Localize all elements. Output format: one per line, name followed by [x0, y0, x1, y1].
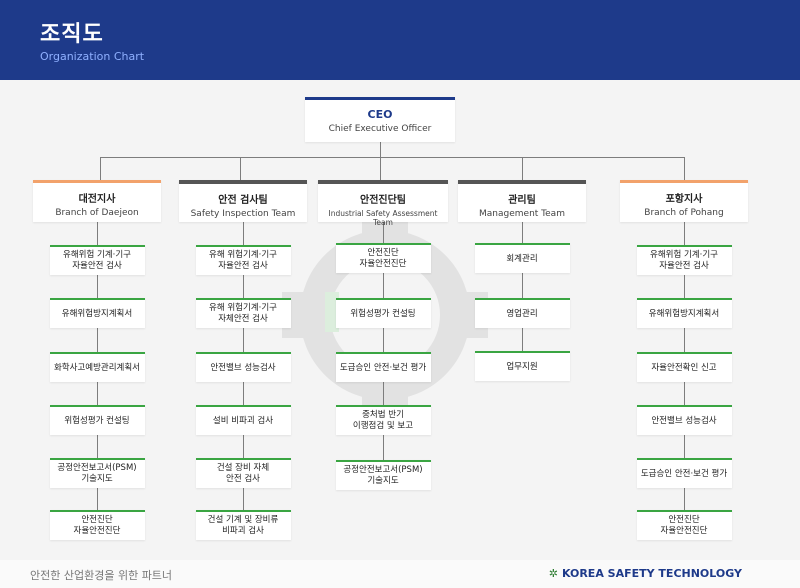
- function-box: 업무지원: [474, 351, 570, 381]
- department-box: 대전지사 Branch of Daejeon: [33, 180, 161, 222]
- function-label: 업무지원: [506, 361, 538, 372]
- department-english-name: Management Team: [479, 209, 565, 219]
- function-label: 안전밸브 성능검사: [651, 415, 717, 426]
- department-box: 안전진단팀 Industrial Safety Assessment Team: [318, 180, 448, 227]
- function-box: 위험성평가 컨설팅: [49, 405, 145, 435]
- function-box: 건설 기계 및 장비류 비파괴 검사: [195, 510, 291, 540]
- function-label: 안전진단: [81, 515, 113, 525]
- function-label: 화학사고예방관리계획서: [53, 362, 141, 373]
- function-label: 도급승인 안전·보건 평가: [339, 362, 427, 373]
- function-label: 기술지도: [367, 476, 399, 486]
- function-box: 도급승인 안전·보건 평가: [335, 352, 431, 382]
- function-box: 공정안전보고서(PSM) 기술지도: [49, 458, 145, 488]
- function-label: 자율안전진단: [73, 526, 121, 536]
- connector-branch-5: [684, 157, 685, 180]
- footer-brand-text: KOREA SAFETY TECHNOLOGY: [561, 567, 742, 580]
- function-label: 위험성평가 컨설팅: [64, 415, 130, 426]
- department-english-name: Industrial Safety Assessment Team: [328, 209, 438, 227]
- function-label: 유해위험방지계획서: [648, 308, 720, 319]
- function-label: 공정안전보고서(PSM): [57, 463, 137, 473]
- function-box: 유해위험 기계·기구 자율안전 검사: [636, 245, 732, 275]
- function-box: 안전밸브 성능검사: [195, 352, 291, 382]
- connector-horizontal: [100, 157, 684, 158]
- function-box: 위험성평가 컨설팅: [335, 298, 431, 328]
- department-name: 포항지사: [665, 194, 703, 205]
- function-label: 안전 검사: [226, 474, 260, 484]
- department-english-name: Branch of Pohang: [644, 208, 724, 218]
- function-label: 자체안전 검사: [218, 314, 268, 324]
- function-box: 자율안전확인 신고: [636, 352, 732, 382]
- ceo-subtitle: Chief Executive Officer: [328, 124, 432, 134]
- department-english-name: Safety Inspection Team: [190, 209, 296, 219]
- footer-tagline: 안전한 산업환경을 위한 파트너: [30, 569, 173, 582]
- function-box: 도급승인 안전·보건 평가: [636, 458, 732, 488]
- function-label: 유해 위험기계·기구: [209, 303, 277, 313]
- function-label: 자율안전진단: [660, 526, 708, 536]
- function-label: 안전진단: [668, 515, 700, 525]
- function-box: 유해위험방지계획서: [49, 298, 145, 328]
- page-header: 조직도 Organization Chart: [0, 0, 800, 80]
- department-name: 안전진단팀: [360, 195, 406, 206]
- connector-branch-4: [522, 157, 523, 180]
- function-label: 도급승인 안전·보건 평가: [640, 468, 728, 479]
- function-label: 자율안전확인 신고: [651, 362, 717, 373]
- department-box: 포항지사 Branch of Pohang: [620, 180, 748, 222]
- department-name: 관리팀: [508, 195, 536, 206]
- footer-brand: ✲ KOREA SAFETY TECHNOLOGY: [549, 567, 742, 580]
- connector-branch-2: [240, 157, 241, 180]
- function-label: 건설 기계 및 장비류: [207, 515, 279, 525]
- function-box: 유해 위험기계·기구 자체안전 검사: [195, 298, 291, 328]
- function-box: 화학사고예방관리계획서: [49, 352, 145, 382]
- function-label: 영업관리: [506, 308, 538, 319]
- function-label: 유해위험 기계·기구: [63, 250, 131, 260]
- function-box: 안전진단 자율안전진단: [49, 510, 145, 540]
- function-label: 유해 위험기계·기구: [209, 250, 277, 260]
- page-title: 조직도: [40, 22, 104, 47]
- function-label: 회계관리: [506, 253, 538, 264]
- function-label: 안전진단: [367, 248, 399, 258]
- connector-branch-3: [380, 157, 381, 180]
- function-label: 자율안전 검사: [72, 261, 122, 271]
- connector-ceo-down: [380, 142, 381, 157]
- function-label: 중처법 반기: [362, 410, 404, 420]
- function-label: 공정안전보고서(PSM): [343, 465, 423, 475]
- function-label: 자율안전 검사: [218, 261, 268, 271]
- ceo-title: CEO: [367, 108, 393, 121]
- function-label: 자율안전 검사: [659, 261, 709, 271]
- function-box: 영업관리: [474, 298, 570, 328]
- department-box: 관리팀 Management Team: [458, 180, 586, 222]
- function-label: 안전밸브 성능검사: [210, 362, 276, 373]
- function-box: 안전진단 자율안전진단: [335, 243, 431, 273]
- function-box: 설비 비파괴 검사: [195, 405, 291, 435]
- function-label: 설비 비파괴 검사: [212, 415, 274, 426]
- function-box: 건설 장비 자체 안전 검사: [195, 458, 291, 488]
- page-subtitle: Organization Chart: [40, 50, 145, 63]
- department-name: 대전지사: [78, 194, 116, 205]
- department-english-name: Branch of Daejeon: [55, 208, 139, 218]
- function-label: 유해위험방지계획서: [61, 308, 133, 319]
- function-label: 이행점검 및 보고: [352, 421, 414, 431]
- connector-branch-1: [100, 157, 101, 180]
- function-label: 유해위험 기계·기구: [650, 250, 718, 260]
- connector-vertical: [383, 222, 384, 460]
- department-box: 안전 검사팀 Safety Inspection Team: [179, 180, 307, 222]
- function-box: 안전진단 자율안전진단: [636, 510, 732, 540]
- function-label: 비파괴 검사: [222, 526, 264, 536]
- function-label: 건설 장비 자체: [216, 463, 270, 473]
- ceo-box: CEO Chief Executive Officer: [305, 97, 455, 142]
- connector-vertical: [522, 222, 523, 351]
- function-box: 회계관리: [474, 243, 570, 273]
- function-box: 중처법 반기 이행점검 및 보고: [335, 405, 431, 435]
- function-box: 안전밸브 성능검사: [636, 405, 732, 435]
- function-box: 공정안전보고서(PSM) 기술지도: [335, 460, 431, 490]
- gear-logo-icon: ✲: [548, 567, 558, 580]
- function-label: 자율안전진단: [359, 259, 407, 269]
- function-label: 위험성평가 컨설팅: [350, 308, 416, 319]
- department-name: 안전 검사팀: [218, 195, 268, 206]
- footer: 안전한 산업환경을 위한 파트너 ✲ KOREA SAFETY TECHNOLOG…: [0, 560, 800, 588]
- function-box: 유해위험 기계·기구 자율안전 검사: [49, 245, 145, 275]
- function-box: 유해위험방지계획서: [636, 298, 732, 328]
- function-label: 기술지도: [81, 474, 113, 484]
- function-box: 유해 위험기계·기구 자율안전 검사: [195, 245, 291, 275]
